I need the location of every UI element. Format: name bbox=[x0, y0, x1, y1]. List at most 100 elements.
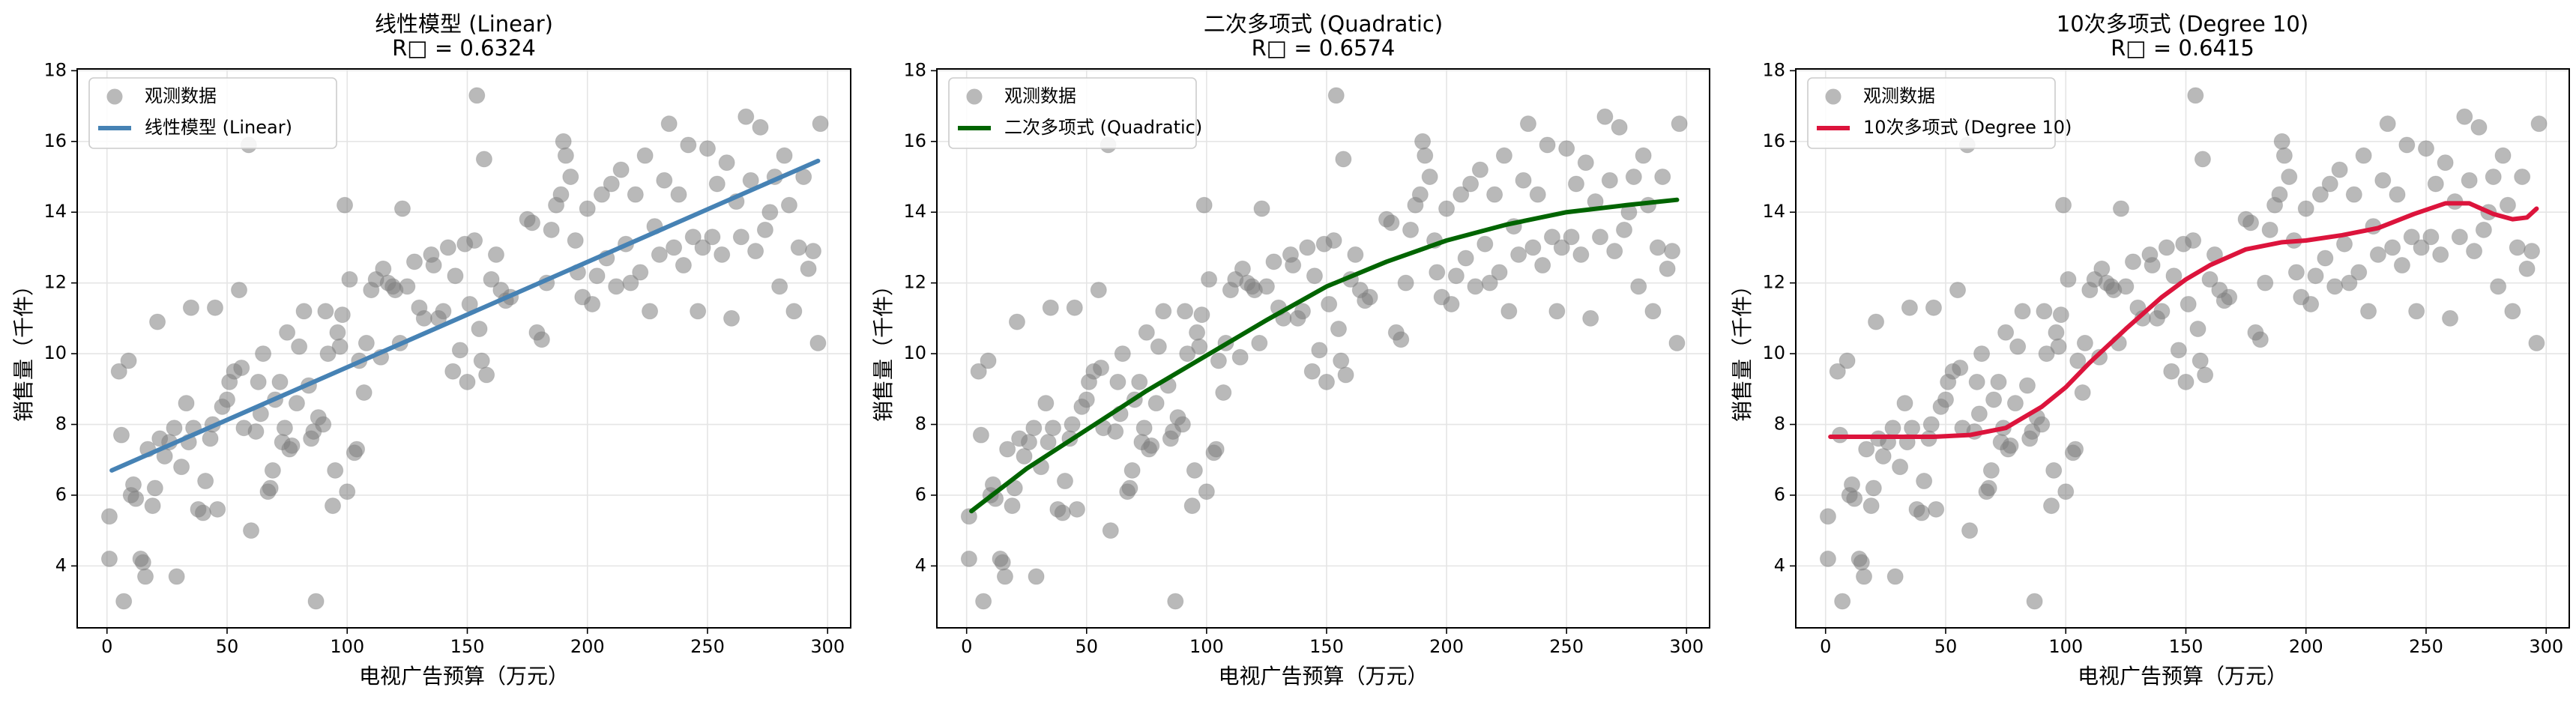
scatter-point bbox=[393, 200, 411, 217]
scatter-point bbox=[1515, 172, 1532, 189]
scatter-point bbox=[1476, 235, 1494, 252]
scatter-point bbox=[2036, 303, 2053, 320]
scatter-point bbox=[972, 426, 989, 444]
scatter-point bbox=[2055, 196, 2072, 214]
scatter-point bbox=[358, 334, 375, 351]
scatter-point bbox=[2417, 140, 2434, 157]
scatter-point bbox=[2466, 243, 2483, 260]
scatter-point bbox=[1025, 420, 1043, 437]
scatter-point bbox=[2451, 229, 2468, 246]
scatter-point bbox=[2530, 115, 2548, 133]
x-axis-label: 电视广告预算（万元） bbox=[359, 664, 569, 689]
scatter-point bbox=[2494, 147, 2512, 164]
chart-subtitle: R□ = 0.6574 bbox=[1252, 35, 1396, 61]
scatter-point bbox=[1968, 373, 1985, 390]
legend-label: 观测数据 bbox=[145, 85, 217, 106]
scatter-point bbox=[1299, 239, 1316, 256]
scatter-point bbox=[475, 151, 492, 168]
scatter-point bbox=[1447, 267, 1465, 285]
y-tick-label: 10 bbox=[43, 342, 67, 363]
scatter-point bbox=[704, 229, 721, 246]
x-tick-label: 200 bbox=[2289, 636, 2323, 657]
scatter-point bbox=[2257, 274, 2274, 291]
scatter-point bbox=[2281, 169, 2298, 186]
scatter-point bbox=[1606, 243, 1623, 260]
legend-box bbox=[948, 77, 1197, 149]
scatter-point bbox=[627, 186, 644, 203]
scatter-point bbox=[2189, 321, 2207, 338]
scatter-point bbox=[675, 257, 692, 274]
scatter-point bbox=[375, 260, 392, 277]
scatter-point bbox=[980, 352, 997, 369]
scatter-point bbox=[2518, 260, 2536, 277]
scatter-point bbox=[2379, 115, 2396, 133]
scatter-point bbox=[1330, 321, 1347, 338]
scatter-point bbox=[2124, 253, 2141, 270]
scatter-point bbox=[2345, 186, 2362, 203]
scatter-point bbox=[1335, 151, 1352, 168]
scatter-point bbox=[2485, 169, 2502, 186]
scatter-point bbox=[2048, 324, 2065, 341]
scatter-point bbox=[1457, 249, 1474, 267]
scatter-point bbox=[334, 306, 351, 324]
scatter-point bbox=[1417, 147, 1434, 164]
scatter-point bbox=[1337, 366, 1354, 384]
scatter-point bbox=[1949, 282, 1967, 299]
y-tick-label: 4 bbox=[1774, 554, 1785, 575]
scatter-point bbox=[2499, 196, 2516, 214]
scatter-point bbox=[2302, 295, 2320, 312]
scatter-point bbox=[466, 232, 483, 249]
scatter-point bbox=[2242, 214, 2260, 232]
scatter-point bbox=[603, 175, 620, 193]
legend-label: 观测数据 bbox=[1004, 85, 1076, 106]
scatter-point bbox=[1922, 416, 1940, 433]
axes-frame bbox=[1795, 68, 2570, 629]
scatter-point bbox=[2180, 295, 2197, 312]
scatter-point bbox=[1495, 147, 1512, 164]
scatter-point bbox=[2076, 334, 2093, 351]
scatter-point bbox=[1486, 186, 1503, 203]
scatter-point bbox=[2018, 377, 2036, 394]
scatter-point bbox=[1183, 497, 1201, 515]
scatter-point bbox=[1865, 479, 1882, 497]
scatter-point bbox=[1421, 169, 1438, 186]
legend-label: 10次多项式 (Degree 10) bbox=[1863, 117, 2072, 138]
scatter-point bbox=[120, 352, 137, 369]
scatter-point bbox=[1630, 278, 1647, 295]
chart-subtitle: R□ = 0.6415 bbox=[2111, 35, 2254, 61]
scatter-point bbox=[2144, 257, 2161, 274]
scatter-point bbox=[1150, 338, 1167, 355]
scatter-point bbox=[283, 437, 301, 454]
scatter-point bbox=[1443, 295, 1460, 312]
scatter-point bbox=[2514, 169, 2531, 186]
scatter-point bbox=[473, 352, 490, 369]
scatter-point bbox=[1201, 270, 1218, 288]
scatter-point bbox=[2470, 118, 2488, 136]
scatter-point bbox=[543, 221, 560, 238]
y-tick-label: 18 bbox=[1762, 59, 1785, 80]
y-axis-label: 销售量（千件） bbox=[871, 275, 896, 422]
scatter-point bbox=[1925, 299, 1942, 316]
scatter-point bbox=[1414, 133, 1432, 150]
scatter-point bbox=[1143, 437, 1160, 454]
scatter-point bbox=[699, 140, 716, 157]
scatter-point bbox=[2360, 303, 2377, 320]
scatter-point bbox=[2057, 483, 2075, 500]
scatter-point bbox=[1028, 568, 1045, 585]
scatter-point bbox=[656, 172, 673, 189]
scatter-point bbox=[809, 334, 827, 351]
scatter-point bbox=[2153, 303, 2171, 320]
chart-panel: 0 50 100 150 200 250 3004681012141618观测数据二次多项式… bbox=[871, 11, 1710, 689]
scatter-point bbox=[805, 243, 822, 260]
scatter-point bbox=[307, 593, 325, 610]
x-tick-label: 250 bbox=[2409, 636, 2443, 657]
scatter-point bbox=[2437, 154, 2454, 172]
scatter-point bbox=[1524, 239, 1542, 256]
scatter-point bbox=[737, 108, 755, 125]
scatter-point bbox=[2504, 303, 2521, 320]
scatter-point bbox=[2043, 497, 2060, 515]
scatter-point bbox=[1961, 522, 1979, 539]
scatter-point bbox=[1582, 309, 1599, 327]
